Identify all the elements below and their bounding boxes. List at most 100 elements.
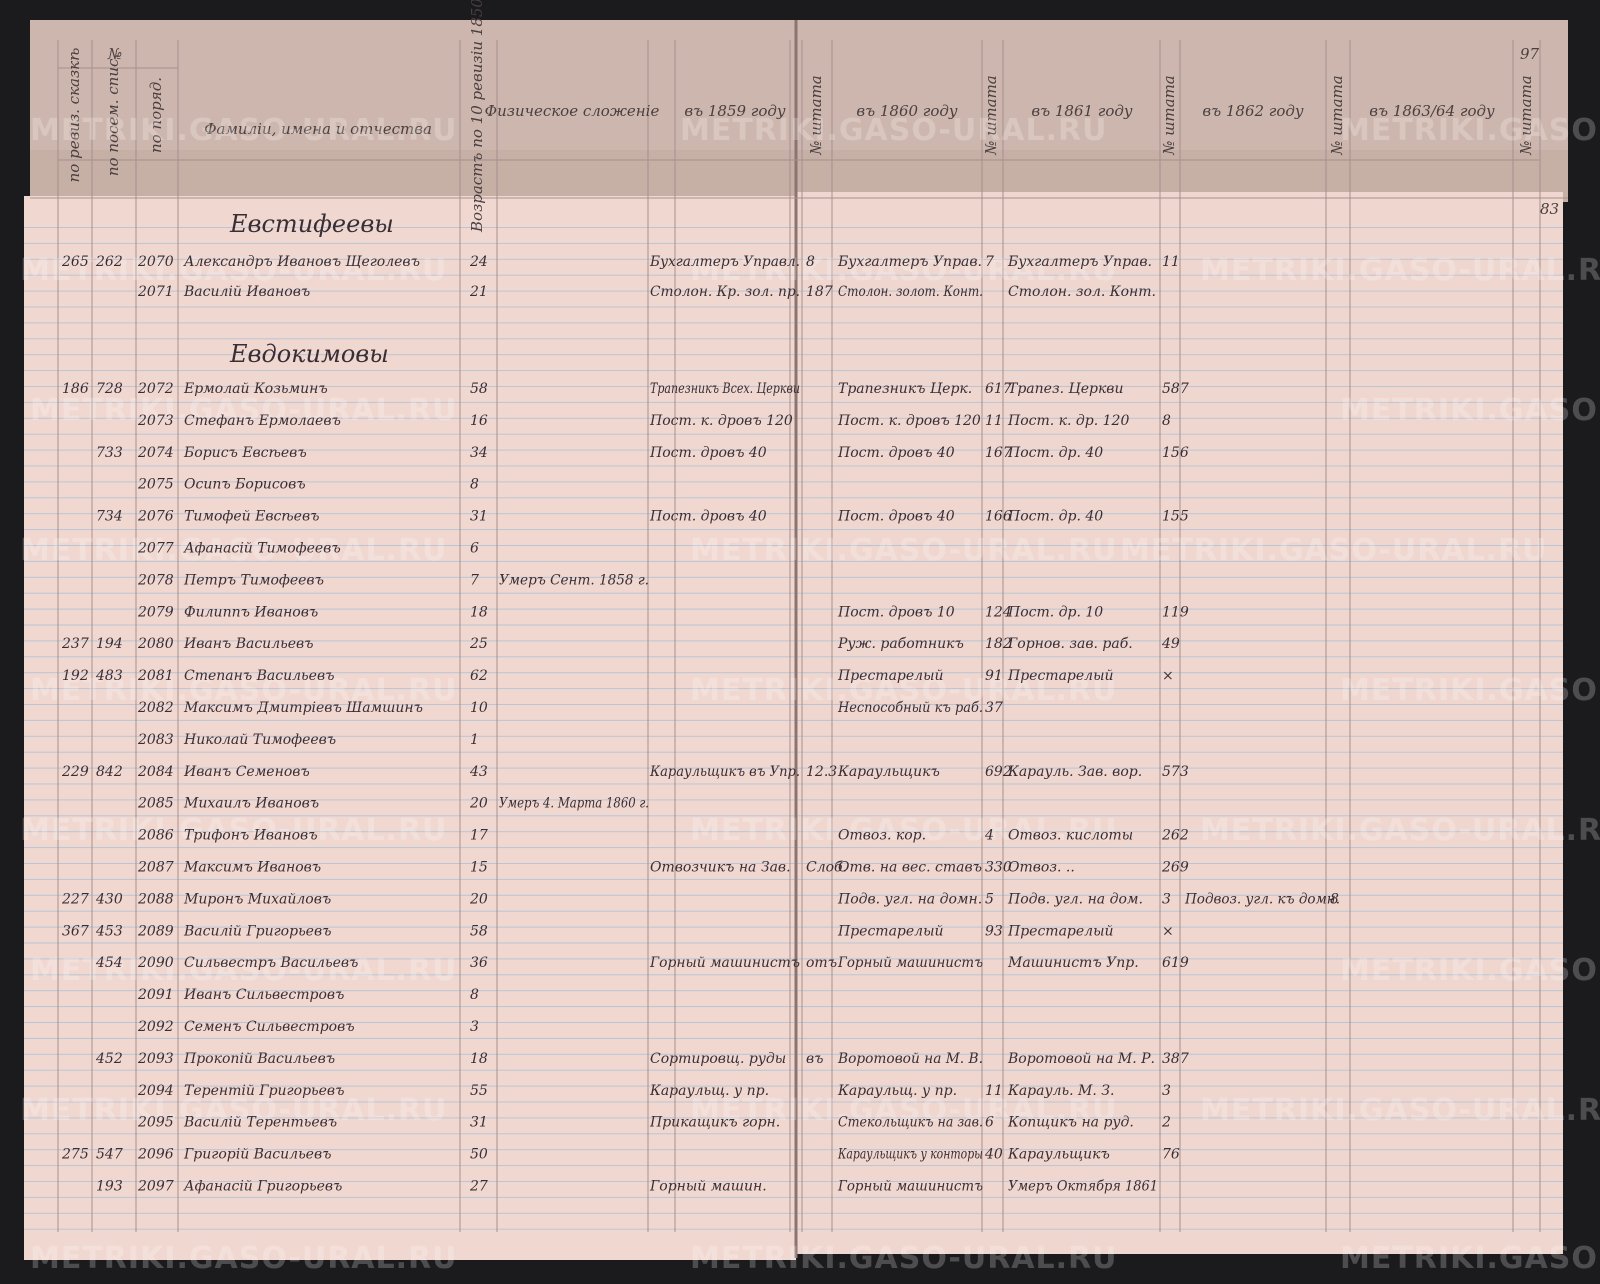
page-number: 83 [1540,200,1559,218]
cell-y1860: Престарелый [837,668,944,684]
cell-name: Иванъ Васильевъ [183,636,314,652]
cell-s1859: отъ [806,955,837,971]
cell-s1860: 330 [985,860,1012,876]
cell-n3: 2079 [137,604,174,620]
cell-n3: 2084 [137,764,174,780]
cell-age: 8 [470,987,479,1003]
cell-age: 62 [470,668,488,684]
cell-name: Борисъ Евсѣевъ [183,445,307,461]
cell-y1859: Пост. дровъ 40 [649,445,767,461]
cell-y1861: Престарелый [1007,668,1114,684]
cell-age: 18 [470,604,488,620]
cell-y1860: Пост. к. дровъ 120 [837,413,981,429]
watermark: METRIKI.GASO-URAL.RU [690,813,1118,848]
page-number: 97 [1520,45,1540,63]
cell-age: 16 [470,413,488,429]
cell-s1860: 5 [985,891,994,907]
header-cell: № штата [1160,75,1178,156]
cell-s1861: 387 [1162,1051,1189,1067]
watermark: METRIKI.GASO-URAL.RU [30,1241,458,1276]
cell-n3: 2073 [137,413,174,429]
cell-s1859: въ [806,1051,823,1067]
cell-y1860: Престарелый [837,923,944,939]
cell-y1859: Прикащикъ горн. [649,1115,780,1131]
cell-n3: 2092 [137,1019,174,1035]
cell-n3: 2090 [137,955,174,971]
cell-name: Стефанъ Ермолаевъ [184,413,341,429]
cell-s1859: 187 [806,284,833,300]
cell-y1860: Стекольщикъ на зав. [838,1115,983,1131]
cell-age: 8 [470,477,479,493]
cell-s1862: 8 [1330,891,1339,907]
header-cell: № штата [807,75,825,156]
cell-note: Умеръ 4. Марта 1860 г. [499,796,649,812]
cell-y1861: Столон. зол. Конт. [1008,284,1156,300]
cell-n3: 2078 [137,572,174,588]
cell-n2: 454 [95,955,123,971]
cell-s1861: 3 [1162,891,1171,907]
cell-y1861: Подв. угл. на дом. [1007,891,1143,907]
cell-s1861: 269 [1161,860,1189,876]
cell-n3: 2094 [137,1083,174,1099]
header-cell: Фамиліи, имена и отчества [204,120,432,138]
cell-n2: 430 [95,891,123,907]
cell-name: Степанъ Васильевъ [184,668,334,684]
cell-n3: 2087 [137,860,174,876]
cell-note: Умеръ Сент. 1858 г. [499,572,649,588]
cell-y1860: Подв. угл. на домн. [837,891,982,907]
cell-y1861: Пост. к. др. 120 [1007,413,1129,429]
cell-n1: 186 [62,381,89,397]
cell-s1860: 11 [985,413,1003,429]
cell-s1861: 3 [1162,1083,1171,1099]
cell-name: Семенъ Сильвестровъ [184,1019,355,1035]
cell-y1859: Горный машин. [649,1179,767,1195]
cell-y1860: Горный машинистъ [837,1179,983,1195]
cell-y1860: Неспособный къ раб. [837,700,983,716]
cell-age: 21 [469,284,488,300]
header-cell: № [107,45,122,63]
cell-name: Тимофей Евсѣевъ [184,509,319,525]
cell-y1861: Копщикъ на руд. [1007,1115,1134,1131]
cell-y1860: Отвоз. кор. [838,828,926,844]
cell-s1861: 155 [1162,509,1189,525]
cell-n3: 2077 [137,541,174,557]
cell-s1861: 119 [1162,604,1189,620]
watermark: METRIKI.GASO-URAL.RU [20,533,448,568]
cell-n2: 733 [96,445,123,461]
watermark: METRIKI.GASO-URAL.RU [30,393,458,428]
cell-name: Василій Терентьевъ [183,1115,337,1131]
watermark: METRIKI.GASO-URAL.RU [1340,953,1600,988]
cell-name: Миронъ Михайловъ [183,891,331,907]
watermark: METRIKI.GASO-URAL.RU [20,813,448,848]
cell-n3: 2075 [137,477,174,493]
ruling [24,226,1563,1236]
cell-s1861: 587 [1162,381,1189,397]
cell-y1859: Караульщ. у пр. [649,1083,769,1099]
cell-n2: 547 [96,1147,123,1163]
watermark: METRIKI.GASO-URAL.RU [690,1241,1118,1276]
cell-y1860: Горный машинистъ [837,955,983,971]
cell-y1861: Отвоз. кислоты [1008,828,1133,844]
cell-n3: 2095 [137,1115,174,1131]
watermark: METRIKI.GASO-URAL.RU [20,1093,448,1128]
cell-y1859: Горный машинистъ [649,955,800,971]
cell-y1860: Караульщикъ у конторы [837,1147,983,1163]
cell-n2: 193 [96,1179,123,1195]
cell-name: Михаилъ Ивановъ [183,796,319,812]
cell-age: 34 [470,445,488,461]
cell-age: 20 [469,796,488,812]
cell-y1861: Горнов. зав. раб. [1007,636,1133,652]
cell-n1: 237 [61,636,89,652]
cell-age: 7 [470,572,479,588]
cell-age: 25 [469,636,488,652]
cell-n3: 2086 [137,828,174,844]
cell-s1861: 8 [1162,413,1171,429]
cell-name: Иванъ Сильвестровъ [183,987,344,1003]
cell-s1861: 49 [1161,636,1180,652]
cell-n3: 2097 [137,1179,174,1195]
watermark: METRIKI.GASO-URAL.RU [1340,1241,1600,1276]
cell-age: 24 [469,254,488,270]
header-cell: № штата [982,75,1000,156]
cell-y1859: Столон. Кр. зол. пр. [650,284,800,300]
